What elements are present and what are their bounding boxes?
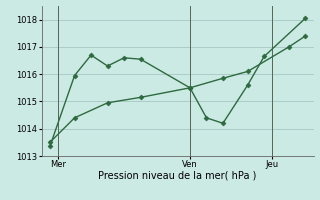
X-axis label: Pression niveau de la mer( hPa ): Pression niveau de la mer( hPa ) <box>99 171 257 181</box>
